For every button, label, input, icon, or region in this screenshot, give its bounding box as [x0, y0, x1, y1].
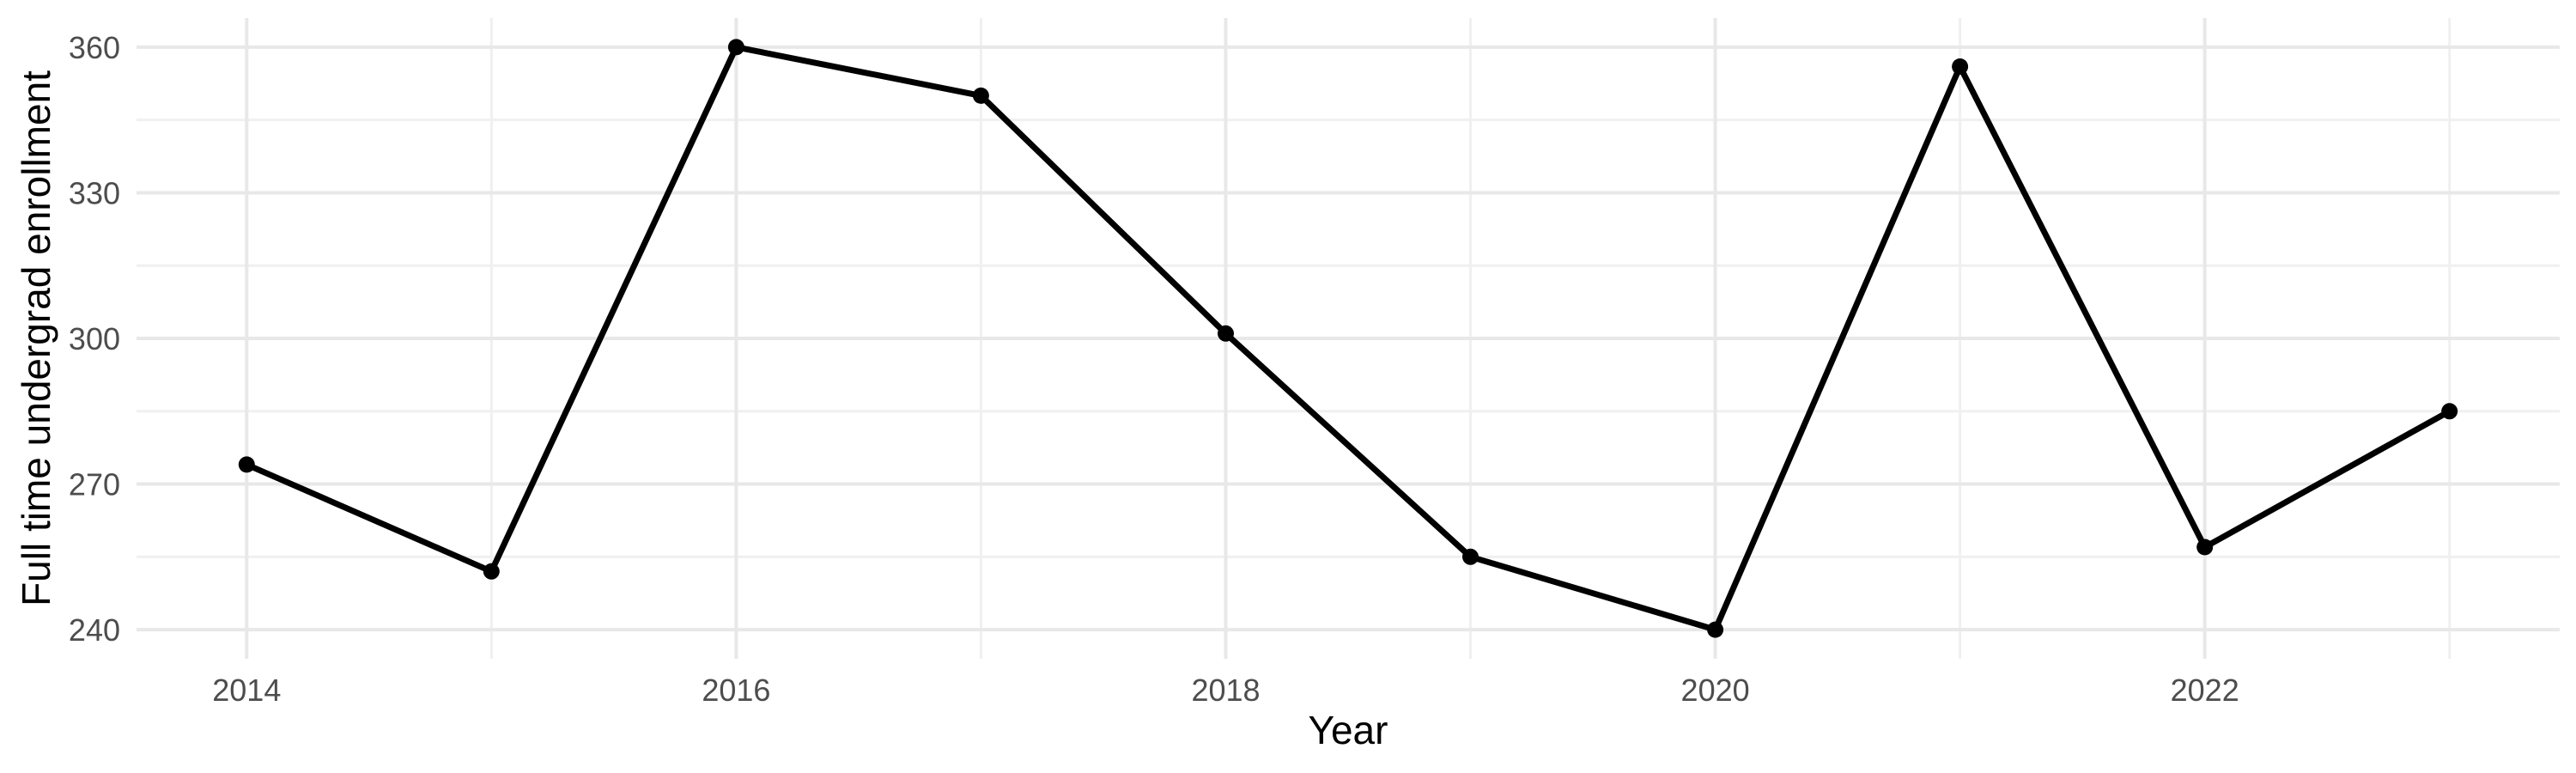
- x-tick-label: 2020: [1681, 673, 1750, 708]
- y-axis-title: Full time undergrad enrollment: [14, 70, 58, 606]
- data-point-2019: [1462, 548, 1479, 565]
- data-point-2018: [1218, 325, 1234, 342]
- data-point-2016: [727, 39, 744, 56]
- y-axis-tick-labels: 240 270 300 330 360: [69, 30, 120, 648]
- data-point-2022: [2196, 539, 2214, 556]
- y-tick-label: 300: [69, 321, 120, 356]
- grid-major: [137, 18, 2560, 659]
- y-tick-label: 360: [69, 30, 120, 65]
- data-point-2021: [1952, 58, 1969, 75]
- series-line: [245, 44, 2451, 633]
- y-tick-label: 330: [69, 176, 120, 211]
- x-axis-title: Year: [1309, 708, 1388, 752]
- y-tick-label: 240: [69, 612, 120, 648]
- x-axis-tick-labels: 2014 2016 2018 2020 2022: [212, 673, 2239, 708]
- x-tick-label: 2016: [702, 673, 770, 708]
- x-tick-label: 2014: [212, 673, 281, 708]
- enrollment-line: [245, 44, 2451, 633]
- y-tick-label: 270: [69, 467, 120, 502]
- data-point-2015: [483, 563, 500, 580]
- series-points: [238, 39, 2458, 638]
- data-point-2014: [238, 456, 255, 473]
- data-point-2020: [1707, 621, 1724, 638]
- x-tick-label: 2022: [2171, 673, 2239, 708]
- x-tick-label: 2018: [1191, 673, 1260, 708]
- data-point-2023: [2441, 403, 2458, 420]
- data-point-2017: [972, 87, 989, 104]
